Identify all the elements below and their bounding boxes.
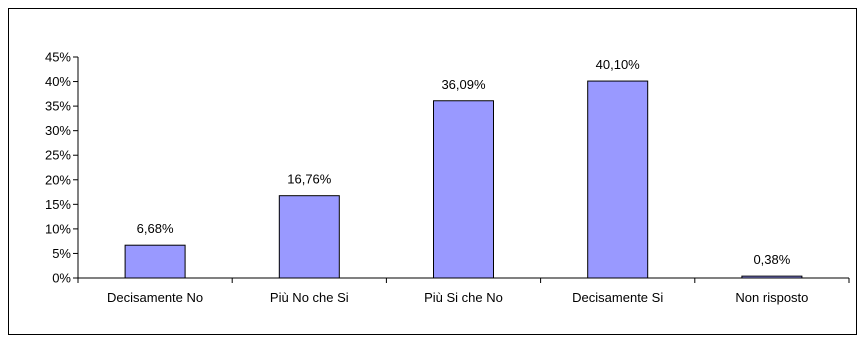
x-tick-label: Più No che Si — [270, 290, 349, 305]
data-labels: 6,68% 16,76% 36,09% 40,10% 0,38% — [137, 57, 791, 267]
y-tick-label: 0% — [52, 271, 71, 286]
data-label: 6,68% — [137, 221, 174, 236]
data-label: 40,10% — [596, 57, 641, 72]
bar — [587, 80, 649, 279]
bar — [433, 100, 494, 279]
bar — [278, 195, 340, 279]
y-tick-label: 40% — [45, 74, 71, 89]
x-tick-label: Più Si che No — [424, 290, 503, 305]
x-tick-label: Decisamente No — [107, 290, 203, 305]
data-label: 16,76% — [287, 172, 332, 187]
y-tick-label: 15% — [45, 197, 71, 212]
y-tick-label: 5% — [52, 246, 71, 261]
x-tick-label: Non risposto — [735, 290, 808, 305]
x-axis: Decisamente No Più No che Si Più Si che No… — [77, 277, 850, 305]
bar — [741, 275, 803, 279]
data-label: 36,09% — [441, 77, 486, 92]
y-tick-label: 20% — [45, 172, 71, 187]
y-tick-label: 35% — [45, 99, 71, 114]
y-tick-label: 25% — [45, 148, 71, 163]
y-tick-label: 10% — [45, 221, 71, 236]
x-tick-label: Decisamente Si — [572, 290, 663, 305]
bars — [124, 80, 803, 279]
data-label: 0,38% — [753, 252, 790, 267]
bar — [124, 244, 186, 279]
y-axis: 0% 5% 10% 15% 20% 25% 30% 35% 40% 45% — [45, 50, 79, 286]
y-tick-label: 30% — [45, 123, 71, 138]
chart-frame — [8, 8, 857, 335]
y-tick-label: 45% — [45, 50, 71, 65]
